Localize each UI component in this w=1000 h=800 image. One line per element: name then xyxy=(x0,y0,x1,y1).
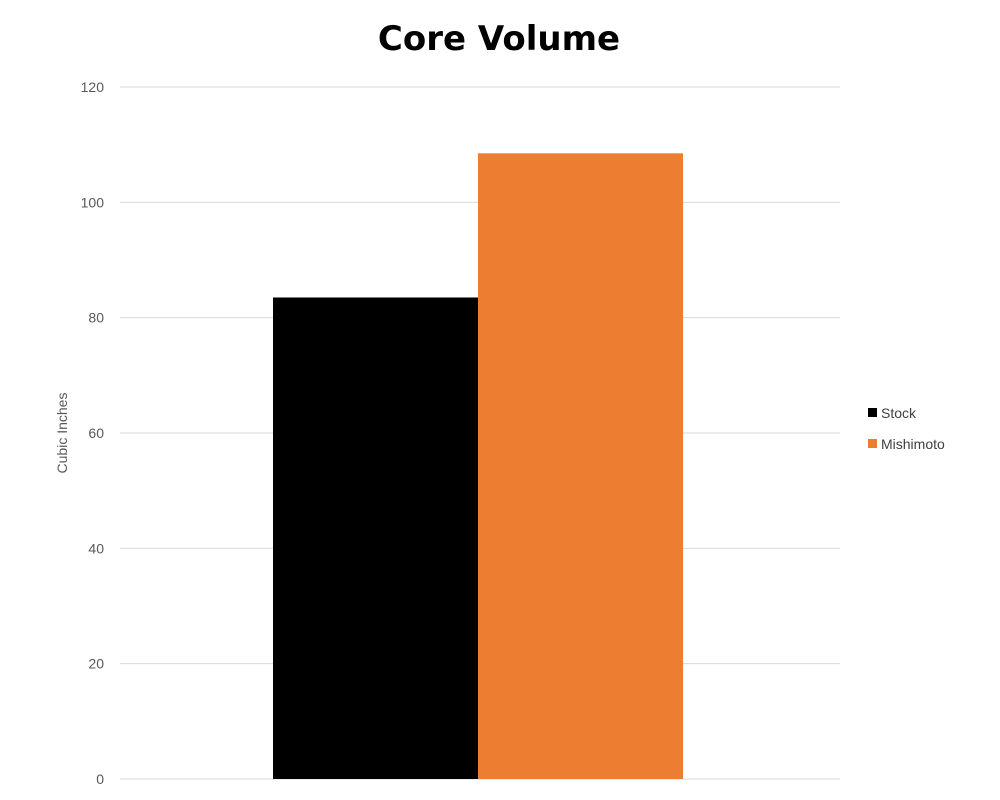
legend-swatch-stock xyxy=(868,408,877,417)
y-tick-label: 80 xyxy=(88,310,104,326)
y-axis-title: Cubic Inches xyxy=(54,393,70,474)
legend: Stock Mishimoto xyxy=(868,405,945,452)
legend-swatch-mishimoto xyxy=(868,439,877,448)
y-tick-label: 20 xyxy=(88,656,104,672)
y-tick-labels: 0 20 40 60 80 100 120 xyxy=(81,79,105,787)
y-tick-label: 40 xyxy=(88,540,104,556)
y-tick-label: 120 xyxy=(81,79,105,95)
y-tick-label: 0 xyxy=(96,771,104,787)
y-tick-label: 60 xyxy=(88,425,104,441)
legend-label-mishimoto: Mishimoto xyxy=(881,436,945,452)
bar-mishimoto xyxy=(478,153,683,780)
chart-title: Core Volume xyxy=(378,19,620,59)
legend-label-stock: Stock xyxy=(881,405,917,421)
bar-stock xyxy=(273,297,478,779)
y-tick-label: 100 xyxy=(81,194,105,210)
bars xyxy=(273,153,683,780)
